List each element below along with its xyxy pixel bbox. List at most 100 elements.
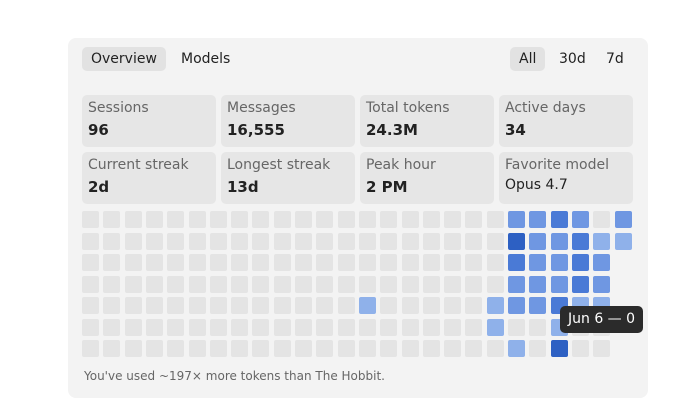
heatmap-cell[interactable]	[145, 232, 163, 250]
heatmap-cell[interactable]	[209, 254, 227, 271]
heatmap-cell[interactable]	[273, 297, 291, 314]
heatmap-cell[interactable]	[188, 211, 206, 228]
heatmap-cell[interactable]	[486, 232, 504, 250]
heatmap-cell[interactable]	[337, 275, 355, 293]
heatmap-cell[interactable]	[167, 254, 185, 271]
heatmap-cell[interactable]	[422, 232, 440, 250]
heatmap-cell[interactable]	[444, 318, 462, 336]
heatmap-cell[interactable]	[465, 254, 483, 271]
heatmap-cell[interactable]	[571, 232, 589, 250]
heatmap-cell[interactable]	[82, 318, 99, 336]
heatmap-cell[interactable]	[231, 297, 249, 314]
heatmap-cell[interactable]	[82, 340, 99, 357]
heatmap-cell[interactable]	[209, 340, 227, 357]
heatmap-cell[interactable]	[103, 211, 121, 228]
heatmap-cell[interactable]	[316, 275, 334, 293]
heatmap-cell[interactable]	[401, 275, 419, 293]
heatmap-cell[interactable]	[209, 297, 227, 314]
heatmap-cell[interactable]	[401, 297, 419, 314]
heatmap-cell[interactable]	[593, 275, 611, 293]
heatmap-cell[interactable]	[337, 340, 355, 357]
heatmap-cell[interactable]	[124, 340, 142, 357]
heatmap-cell[interactable]	[401, 232, 419, 250]
heatmap-cell[interactable]	[508, 211, 525, 228]
heatmap-cell[interactable]	[380, 254, 398, 271]
heatmap-cell[interactable]	[316, 254, 334, 271]
heatmap-cell[interactable]	[508, 340, 525, 357]
heatmap-cell[interactable]	[486, 275, 504, 293]
heatmap-cell[interactable]	[231, 275, 249, 293]
heatmap-cell[interactable]	[145, 340, 163, 357]
heatmap-cell[interactable]	[295, 297, 312, 314]
heatmap-cell[interactable]	[145, 318, 163, 336]
heatmap-cell[interactable]	[124, 254, 142, 271]
heatmap-cell[interactable]	[571, 211, 589, 228]
heatmap-cell[interactable]	[465, 275, 483, 293]
heatmap-cell[interactable]	[444, 254, 462, 271]
heatmap-cell[interactable]	[316, 211, 334, 228]
heatmap-cell[interactable]	[422, 275, 440, 293]
heatmap-cell[interactable]	[337, 254, 355, 271]
heatmap-cell[interactable]	[295, 318, 312, 336]
heatmap-cell[interactable]	[358, 297, 376, 314]
heatmap-cell[interactable]	[358, 275, 376, 293]
range-option[interactable]: All	[510, 47, 546, 71]
heatmap-cell[interactable]	[593, 232, 611, 250]
heatmap-cell[interactable]	[358, 232, 376, 250]
heatmap-cell[interactable]	[252, 211, 270, 228]
heatmap-cell[interactable]	[167, 318, 185, 336]
heatmap-cell[interactable]	[273, 254, 291, 271]
heatmap-cell[interactable]	[103, 275, 121, 293]
heatmap-cell[interactable]	[550, 211, 568, 228]
heatmap-cell[interactable]	[231, 254, 249, 271]
heatmap-cell[interactable]	[486, 254, 504, 271]
heatmap-cell[interactable]	[145, 275, 163, 293]
heatmap-cell[interactable]	[188, 297, 206, 314]
heatmap-cell[interactable]	[252, 340, 270, 357]
heatmap-cell[interactable]	[145, 297, 163, 314]
heatmap-cell[interactable]	[273, 211, 291, 228]
heatmap-cell[interactable]	[273, 232, 291, 250]
heatmap-cell[interactable]	[401, 318, 419, 336]
heatmap-cell[interactable]	[316, 297, 334, 314]
heatmap-cell[interactable]	[295, 211, 312, 228]
heatmap-cell[interactable]	[508, 318, 525, 336]
heatmap-cell[interactable]	[295, 275, 312, 293]
heatmap-cell[interactable]	[571, 340, 589, 357]
heatmap-cell[interactable]	[593, 340, 611, 357]
heatmap-cell[interactable]	[167, 275, 185, 293]
heatmap-cell[interactable]	[252, 232, 270, 250]
heatmap-cell[interactable]	[188, 232, 206, 250]
heatmap-cell[interactable]	[167, 340, 185, 357]
heatmap-cell[interactable]	[380, 340, 398, 357]
heatmap-cell[interactable]	[401, 211, 419, 228]
heatmap-cell[interactable]	[209, 232, 227, 250]
heatmap-cell[interactable]	[571, 254, 589, 271]
heatmap-cell[interactable]	[188, 254, 206, 271]
tab[interactable]: Overview	[82, 47, 166, 71]
heatmap-cell[interactable]	[103, 297, 121, 314]
heatmap-cell[interactable]	[444, 211, 462, 228]
heatmap-cell[interactable]	[252, 254, 270, 271]
heatmap-cell[interactable]	[124, 232, 142, 250]
heatmap-cell[interactable]	[231, 232, 249, 250]
heatmap-cell[interactable]	[486, 340, 504, 357]
heatmap-cell[interactable]	[444, 275, 462, 293]
heatmap-cell[interactable]	[380, 211, 398, 228]
heatmap-cell[interactable]	[422, 340, 440, 357]
heatmap-cell[interactable]	[508, 232, 525, 250]
heatmap-cell[interactable]	[167, 211, 185, 228]
heatmap-cell[interactable]	[358, 211, 376, 228]
heatmap-cell[interactable]	[508, 254, 525, 271]
heatmap-cell[interactable]	[273, 318, 291, 336]
heatmap-cell[interactable]	[337, 297, 355, 314]
heatmap-cell[interactable]	[145, 254, 163, 271]
heatmap-cell[interactable]	[337, 318, 355, 336]
heatmap-cell[interactable]	[465, 232, 483, 250]
heatmap-cell[interactable]	[231, 318, 249, 336]
heatmap-cell[interactable]	[167, 297, 185, 314]
heatmap-cell[interactable]	[550, 275, 568, 293]
heatmap-cell[interactable]	[82, 211, 99, 228]
heatmap-cell[interactable]	[593, 211, 611, 228]
heatmap-cell[interactable]	[295, 232, 312, 250]
